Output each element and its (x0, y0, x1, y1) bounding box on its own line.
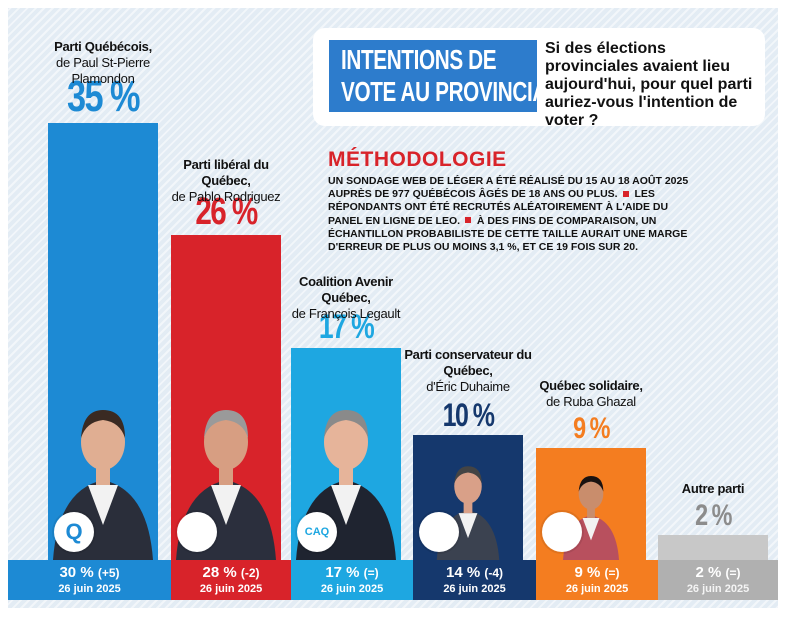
party-name: Coalition Avenir Québec, (299, 274, 393, 305)
previous-date: 26 juin 2025 (565, 583, 629, 595)
previous-result-cell: 2 % (=) 26 juin 2025 (658, 560, 778, 600)
change-value: (=) (725, 566, 741, 580)
percent-label: 17 % (318, 308, 375, 346)
party-label: Coalition Avenir Québec, de François Lega… (281, 274, 411, 322)
change-value: (=) (604, 566, 620, 580)
methodology-text: UN SONDAGE WEB DE LÉGER A ÉTÉ RÉALISÉ DU… (328, 175, 700, 254)
change-value: (-4) (484, 566, 504, 580)
party-label: Autre parti (648, 481, 778, 497)
candidate-portrait (176, 410, 276, 560)
candidate-portrait (53, 410, 153, 560)
bar-pq (48, 123, 158, 560)
bar-plq (171, 235, 281, 560)
leader-name: de Paul St-Pierre Plamondon (56, 55, 150, 86)
bullet-square-icon (622, 190, 629, 197)
party-name: Parti conservateur du Québec, (404, 347, 532, 378)
previous-value: 17 % (325, 564, 364, 581)
change-value: (=) (363, 566, 379, 580)
pq-logo-icon: Q (54, 512, 94, 552)
previous-value: 2 % (695, 564, 726, 581)
bullet-square-icon (464, 217, 471, 224)
previous-percent: 17 % (=) (291, 560, 413, 583)
leader-name: d'Éric Duhaime (426, 379, 510, 394)
previous-date: 26 juin 2025 (320, 583, 384, 595)
methodology-heading: MÉTHODOLOGIE (328, 148, 507, 171)
previous-percent: 30 % (+5) (8, 560, 171, 583)
previous-result-cell: 14 % (-4) 26 juin 2025 (413, 560, 536, 600)
party-name: Parti libéral du Québec, (183, 157, 269, 188)
percent-label: 9 % (573, 412, 610, 445)
title-line-2: VOTE AU PROVINCIAL (341, 76, 560, 107)
previous-value: 28 % (202, 564, 241, 581)
previous-percent: 9 % (=) (536, 560, 658, 583)
previous-percent: 14 % (-4) (413, 560, 536, 583)
infographic: INTENTIONS DE VOTE AU PROVINCIAL Si des … (8, 8, 778, 608)
pcq-logo-icon (419, 512, 459, 552)
previous-result-cell: 17 % (=) 26 juin 2025 (291, 560, 413, 600)
previous-percent: 2 % (=) (658, 560, 778, 583)
party-label: Québec solidaire, de Ruba Ghazal (526, 378, 656, 410)
percent-label: 2 % (695, 499, 732, 532)
change-value: (+5) (97, 566, 120, 580)
methodology-part-1: UN SONDAGE WEB DE LÉGER A ÉTÉ RÉALISÉ DU… (328, 175, 689, 201)
percent-label: 10 % (442, 397, 495, 433)
qs-logo-icon (542, 512, 582, 552)
previous-result-cell: 9 % (=) 26 juin 2025 (536, 560, 658, 600)
previous-date: 26 juin 2025 (199, 583, 263, 595)
previous-date: 26 juin 2025 (58, 583, 121, 595)
change-value: (-2) (240, 566, 260, 580)
party-name: Québec solidaire, (539, 378, 643, 393)
previous-date: 26 juin 2025 (443, 583, 506, 595)
leader-name: de Ruba Ghazal (546, 394, 636, 409)
survey-question: Si des élections provinciales avaient li… (545, 40, 753, 129)
methodology-part-3: À DES FINS DE COMPARAISON, UN ÉCHANTILLO… (328, 214, 688, 254)
title-line-1: INTENTIONS DE (341, 44, 497, 75)
percent-label: 35 % (66, 72, 141, 121)
caq-logo-icon: CAQ (297, 512, 337, 552)
previous-percent: 28 % (-2) (171, 560, 291, 583)
previous-date: 26 juin 2025 (686, 583, 750, 595)
bar-other (658, 535, 768, 560)
leader-name: de Pablo Rodriguez (171, 189, 281, 204)
title-box: INTENTIONS DE VOTE AU PROVINCIAL Si des … (313, 28, 765, 129)
methodology-part-2: LES RÉPONDANTS ONT ÉTÉ RECRUTÉS ALÉATOIR… (328, 188, 669, 227)
title-banner: INTENTIONS DE VOTE AU PROVINCIAL (329, 40, 560, 112)
party-label: Parti conservateur du Québec, d'Éric Duha… (403, 347, 533, 395)
party-label: Parti Québécois, de Paul St-Pierre Plamon… (38, 39, 168, 87)
previous-result-cell: 30 % (+5) 26 juin 2025 (8, 560, 171, 600)
leader-name: de François Legault (291, 306, 401, 321)
previous-value: 14 % (445, 564, 485, 581)
previous-result-cell: 28 % (-2) 26 juin 2025 (171, 560, 291, 600)
party-name: Autre parti (681, 481, 745, 496)
party-label: Parti libéral du Québec, de Pablo Rodrigu… (161, 157, 291, 205)
party-name: Parti Québécois, (54, 39, 152, 54)
previous-value: 30 % (59, 564, 98, 581)
percent-label: 26 % (195, 191, 258, 233)
previous-value: 9 % (574, 564, 605, 581)
plq-logo-icon (177, 512, 217, 552)
